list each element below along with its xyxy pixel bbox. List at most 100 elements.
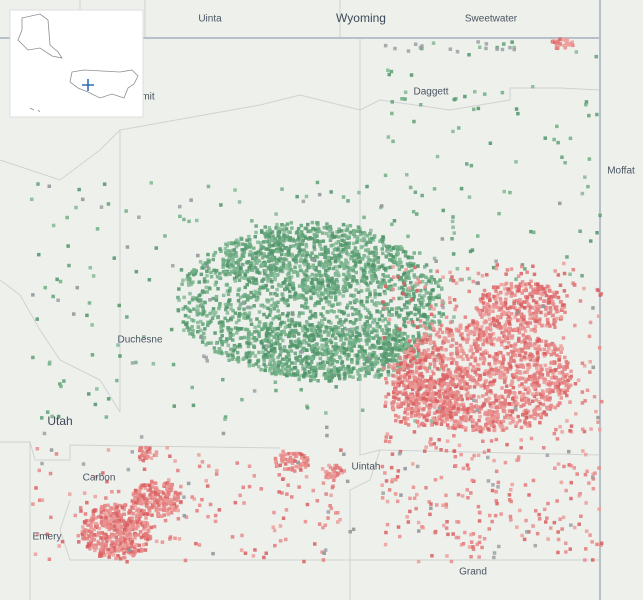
well-dot xyxy=(428,362,433,366)
well-dot xyxy=(358,317,362,321)
well-dot xyxy=(181,307,185,311)
well-dot xyxy=(402,319,407,323)
well-dot xyxy=(293,297,297,301)
well-dot xyxy=(428,299,432,303)
well-dot xyxy=(523,483,528,487)
well-dot xyxy=(522,314,526,319)
well-dot xyxy=(472,405,477,409)
well-dot xyxy=(262,252,266,256)
well-dot xyxy=(495,324,499,329)
well-dot xyxy=(526,386,531,390)
well-dot xyxy=(501,365,505,369)
well-dot xyxy=(431,288,435,292)
well-dot xyxy=(266,265,271,270)
well-dot xyxy=(415,212,419,216)
well-dot xyxy=(198,260,203,264)
well-dot xyxy=(489,439,494,443)
well-dot xyxy=(471,351,475,356)
well-dot xyxy=(445,382,449,387)
well-dot xyxy=(366,336,370,340)
well-dot xyxy=(531,355,535,359)
well-dot xyxy=(382,289,387,294)
well-dot xyxy=(511,385,516,390)
well-dot xyxy=(509,282,513,286)
well-dot xyxy=(232,248,237,252)
well-dot xyxy=(237,278,242,282)
well-dot xyxy=(482,383,486,387)
well-dot xyxy=(426,348,431,352)
well-dot xyxy=(427,277,432,282)
well-dot xyxy=(482,372,487,376)
well-dot xyxy=(498,296,502,301)
well-dot xyxy=(254,230,258,235)
well-dot xyxy=(327,258,331,263)
well-dot xyxy=(276,326,280,331)
well-dot xyxy=(581,449,585,453)
well-dot xyxy=(545,382,549,386)
well-dot xyxy=(407,375,412,380)
well-dot xyxy=(504,320,509,324)
well-dot xyxy=(547,382,551,387)
well-dot xyxy=(327,227,332,232)
well-dot xyxy=(390,258,394,262)
well-dot xyxy=(286,287,290,291)
well-dot xyxy=(395,383,399,388)
well-dot xyxy=(277,243,281,247)
well-dot xyxy=(252,281,256,285)
well-dot xyxy=(468,331,472,336)
well-dot xyxy=(409,311,413,315)
well-dot xyxy=(425,303,429,307)
well-dot xyxy=(427,390,431,394)
well-dot xyxy=(330,231,335,235)
well-dot xyxy=(354,279,359,283)
well-dot xyxy=(565,255,569,259)
well-dot xyxy=(387,336,392,340)
well-dot xyxy=(247,279,252,284)
well-dot xyxy=(369,265,373,270)
well-dot xyxy=(560,370,565,374)
well-dot xyxy=(248,249,253,254)
well-dot xyxy=(247,253,252,257)
well-dot xyxy=(389,350,393,355)
well-dot xyxy=(458,333,463,337)
well-dot xyxy=(277,258,281,263)
well-dot xyxy=(406,423,411,427)
well-dot xyxy=(395,392,399,396)
well-dot xyxy=(284,332,288,337)
well-dot xyxy=(520,304,524,309)
well-dot xyxy=(279,330,284,334)
well-dot xyxy=(358,367,362,372)
well-dot xyxy=(213,331,217,335)
well-dot xyxy=(491,305,495,309)
well-dot xyxy=(567,463,571,467)
well-dot xyxy=(393,353,398,358)
well-dot xyxy=(277,363,281,367)
well-dot xyxy=(446,339,451,344)
well-dot xyxy=(486,399,490,404)
well-dot xyxy=(270,280,274,284)
well-dot xyxy=(207,266,211,271)
well-dot xyxy=(266,306,270,310)
well-dot xyxy=(518,419,522,423)
well-dot xyxy=(535,531,540,536)
well-dot xyxy=(545,367,549,372)
well-dot xyxy=(261,350,265,354)
well-dot xyxy=(361,303,365,308)
well-dot xyxy=(432,396,437,401)
well-dot xyxy=(293,321,298,325)
well-dot xyxy=(340,243,345,248)
well-dot xyxy=(544,343,548,347)
well-dot xyxy=(356,290,361,294)
well-dot xyxy=(557,362,562,367)
well-dot xyxy=(204,285,209,290)
well-dot xyxy=(486,302,490,306)
well-dot xyxy=(382,278,386,283)
well-dot xyxy=(492,424,496,428)
well-dot xyxy=(504,281,509,286)
well-dot xyxy=(308,236,312,240)
well-dot xyxy=(390,222,394,227)
well-dot xyxy=(272,271,276,276)
well-dot xyxy=(539,339,544,343)
well-dot xyxy=(364,248,368,252)
well-dot xyxy=(411,352,415,356)
